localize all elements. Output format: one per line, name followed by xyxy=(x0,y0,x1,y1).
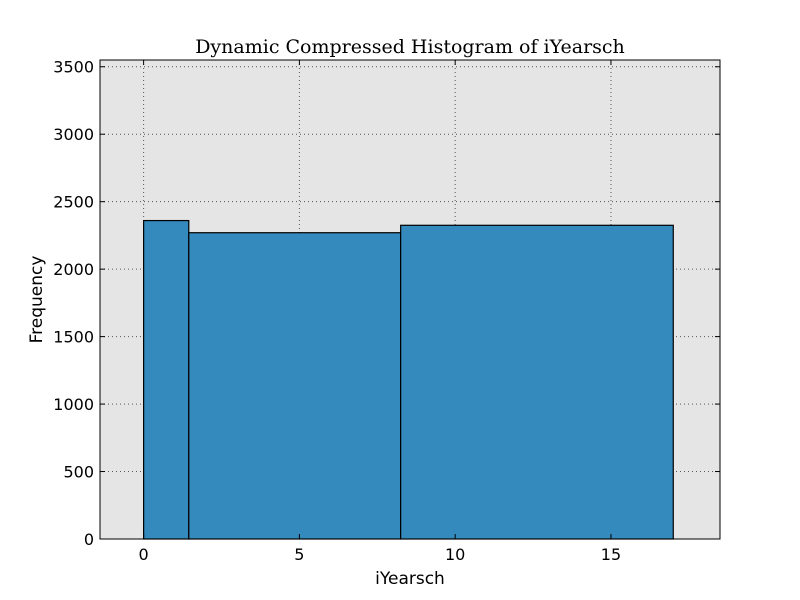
y-axis-ticks: 0 500 1000 1500 2000 2500 3000 3500 xyxy=(53,58,720,549)
y-tick-label: 0 xyxy=(84,530,94,549)
x-tick-label: 15 xyxy=(601,545,621,564)
y-tick-label: 1000 xyxy=(53,395,94,414)
y-tick-label: 1500 xyxy=(53,328,94,347)
histogram-bar xyxy=(143,219,190,540)
x-tick-label: 0 xyxy=(139,545,149,564)
chart-title: Dynamic Compressed Histogram of iYearsch xyxy=(195,36,625,58)
histogram-bar xyxy=(188,232,402,540)
x-axis-label: iYearsch xyxy=(375,569,445,589)
x-tick-label: 5 xyxy=(294,545,304,564)
y-tick-label: 2000 xyxy=(53,260,94,279)
bars xyxy=(143,219,674,540)
y-tick-label: 3000 xyxy=(53,125,94,144)
y-axis-label: Frequency xyxy=(27,256,47,344)
x-axis-ticks: 0 5 10 15 xyxy=(139,60,621,564)
y-tick-label: 3500 xyxy=(53,58,94,77)
y-tick-label: 2500 xyxy=(53,193,94,212)
histogram-bar xyxy=(400,224,674,540)
y-tick-label: 500 xyxy=(63,463,94,482)
plot-frame xyxy=(99,59,721,540)
x-tick-label: 10 xyxy=(445,545,465,564)
